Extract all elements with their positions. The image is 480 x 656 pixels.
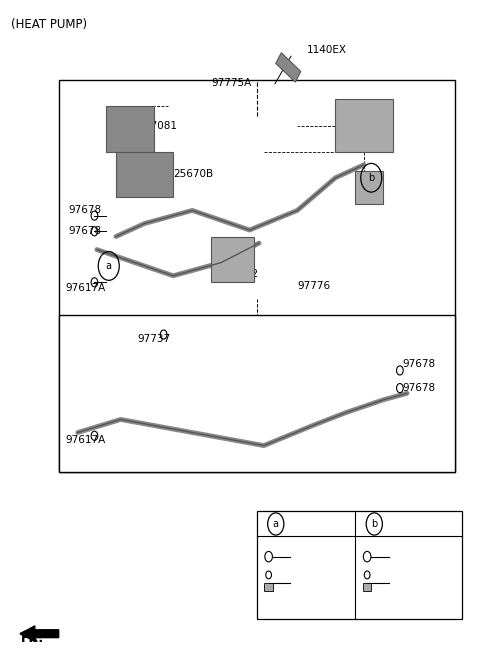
Bar xyxy=(59,80,455,472)
Text: 97812A: 97812A xyxy=(291,578,326,587)
Text: (HEAT PUMP): (HEAT PUMP) xyxy=(11,18,87,31)
Text: 97081: 97081 xyxy=(144,121,178,131)
Text: 1140EX: 1140EX xyxy=(307,45,347,55)
Text: 97678: 97678 xyxy=(402,359,435,369)
Text: 97737: 97737 xyxy=(137,334,170,344)
Text: 97252: 97252 xyxy=(226,269,259,279)
Polygon shape xyxy=(21,626,59,642)
Text: 97678: 97678 xyxy=(68,205,101,215)
Bar xyxy=(355,171,383,204)
Bar xyxy=(211,237,254,282)
Bar xyxy=(107,106,154,152)
Text: 97617A: 97617A xyxy=(66,436,106,445)
Text: FR.: FR. xyxy=(21,632,44,645)
Bar xyxy=(276,52,301,82)
Text: 97093: 97093 xyxy=(345,112,378,122)
Text: 97812A: 97812A xyxy=(390,578,425,587)
Text: b: b xyxy=(368,173,374,183)
Text: a: a xyxy=(273,519,279,529)
Text: a: a xyxy=(106,261,112,271)
Text: 25670B: 25670B xyxy=(173,169,213,180)
Bar xyxy=(59,315,455,472)
Bar xyxy=(363,583,372,590)
Bar xyxy=(116,152,173,197)
Text: 97678: 97678 xyxy=(402,383,435,393)
Bar xyxy=(336,99,393,152)
Text: 97811L: 97811L xyxy=(390,552,424,561)
Text: 97678: 97678 xyxy=(68,226,101,236)
Text: 97617A: 97617A xyxy=(66,283,106,293)
Text: 97811F: 97811F xyxy=(291,552,325,561)
Text: b: b xyxy=(371,519,377,529)
Text: 97775A: 97775A xyxy=(211,78,252,88)
Bar xyxy=(257,511,462,619)
Text: 97776: 97776 xyxy=(297,281,330,291)
Bar xyxy=(264,583,273,590)
